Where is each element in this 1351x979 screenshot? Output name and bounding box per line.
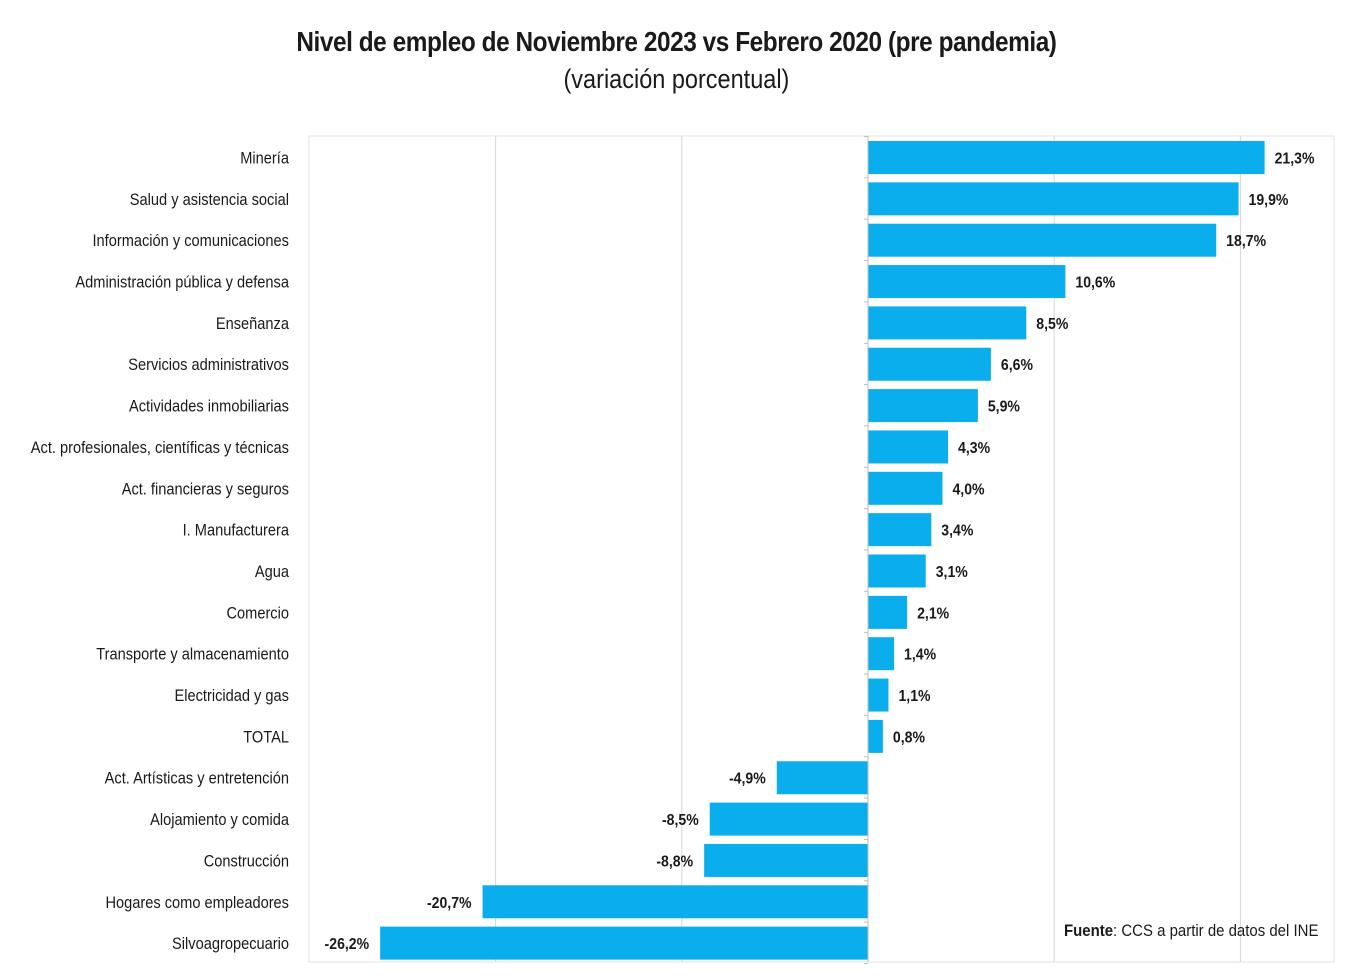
data-label: 4,0% <box>952 480 984 498</box>
category-label: Actividades inmobiliarias <box>129 398 289 416</box>
bar <box>704 843 868 877</box>
data-label: 19,9% <box>1249 191 1289 209</box>
source-note: Fuente: CCS a partir de datos del INE <box>1064 921 1318 941</box>
category-label: Minería <box>240 150 289 168</box>
bar <box>868 637 895 671</box>
category-label: Servicios administrativos <box>128 356 289 374</box>
data-label: 10,6% <box>1075 274 1115 292</box>
category-label: Alojamiento y comida <box>150 811 289 829</box>
source-label: Fuente <box>1064 921 1114 940</box>
bar <box>868 719 883 753</box>
data-label: 21,3% <box>1275 150 1315 168</box>
category-label: Administración pública y defensa <box>75 274 289 292</box>
data-label: -20,7% <box>427 894 472 912</box>
data-label: 1,1% <box>898 687 930 705</box>
category-label: Act. financieras y seguros <box>122 480 289 498</box>
category-label: Comercio <box>226 604 289 622</box>
data-label: 3,4% <box>941 522 973 540</box>
data-label: -26,2% <box>325 935 370 953</box>
data-label: 0,8% <box>893 729 925 747</box>
bars <box>380 141 1265 960</box>
bar <box>868 182 1239 216</box>
category-label: TOTAL <box>243 728 289 746</box>
category-label: Enseñanza <box>216 315 289 333</box>
category-label: Hogares como empleadores <box>105 894 289 912</box>
data-label: 4,3% <box>958 439 990 457</box>
category-label: Silvoagropecuario <box>172 935 289 953</box>
category-label: Construcción <box>204 853 289 871</box>
bar <box>868 430 949 464</box>
category-label: Agua <box>255 563 289 581</box>
category-label: Act. profesionales, científicas y técnic… <box>31 439 289 457</box>
category-label: Salud y asistencia social <box>130 191 289 209</box>
data-label: 2,1% <box>917 605 949 623</box>
bar <box>868 223 1217 257</box>
category-label: Información y comunicaciones <box>92 232 289 250</box>
bar <box>482 885 868 919</box>
source-text: : CCS a partir de datos del INE <box>1113 921 1319 940</box>
data-label: -4,9% <box>729 770 766 788</box>
category-label: Transporte y almacenamiento <box>96 646 289 664</box>
bar <box>868 513 932 547</box>
data-label: 8,5% <box>1036 315 1068 333</box>
data-label: 18,7% <box>1226 232 1266 250</box>
chart-subtitle: (variación porcentual) <box>563 64 790 94</box>
bar <box>709 802 868 836</box>
bar <box>868 678 889 712</box>
bar <box>868 389 978 423</box>
data-label: 5,9% <box>988 398 1020 416</box>
bar <box>776 761 868 795</box>
bar <box>868 306 1027 340</box>
bar <box>868 265 1066 299</box>
gridlines <box>495 136 1241 962</box>
bar <box>380 926 868 960</box>
category-label: Electricidad y gas <box>174 687 289 705</box>
data-label: -8,5% <box>662 811 699 829</box>
plot-area <box>308 135 1335 963</box>
bar <box>868 471 943 505</box>
data-labels: 21,3% 19,9% 18,7% 10,6% 8,5% 6,6% 5,9% 4,3% 4,0%… <box>325 150 1315 954</box>
chart-title: Nivel de empleo de Noviembre 2023 vs Feb… <box>296 26 1057 57</box>
data-label: -8,8% <box>656 853 693 871</box>
category-label: I. Manufacturera <box>183 522 290 540</box>
bar <box>868 141 1265 174</box>
data-label: 6,6% <box>1001 356 1033 374</box>
data-label: 1,4% <box>904 646 936 664</box>
zero-axis <box>864 136 869 964</box>
bar <box>868 595 908 629</box>
category-label: Act. Artísticas y entretención <box>105 770 289 788</box>
bar <box>868 554 926 588</box>
data-label: 3,1% <box>936 563 968 581</box>
category-labels: Minería Salud y asistencia social Informac… <box>31 150 289 954</box>
bar <box>868 347 991 381</box>
